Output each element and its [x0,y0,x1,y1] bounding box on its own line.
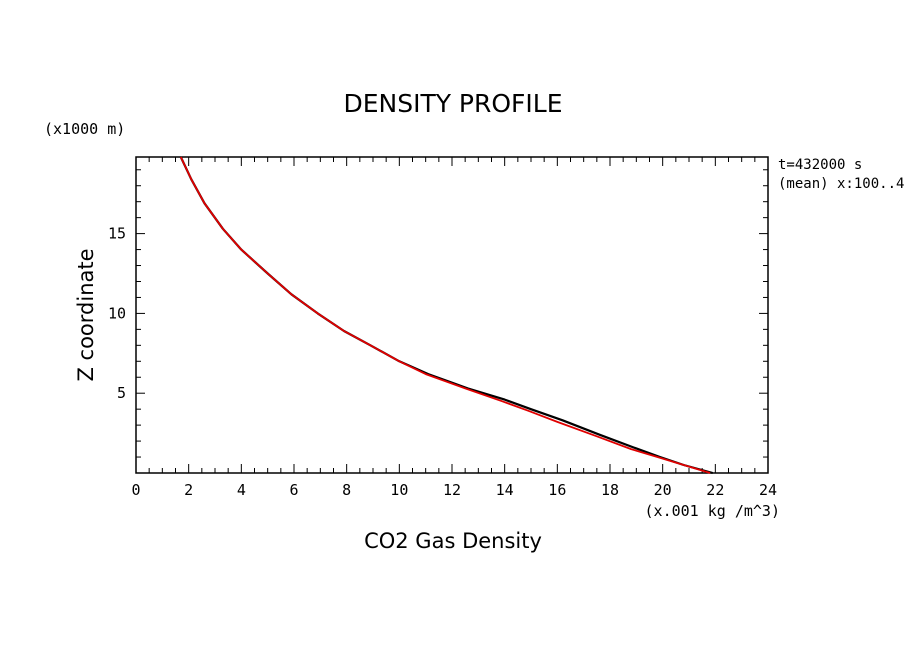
series-line-0 [179,156,713,475]
y-tick-labels: 5 10 15 [108,225,126,403]
x-tick-label: 24 [759,481,777,499]
x-tick-label: 14 [496,481,514,499]
x-tick-label: 2 [184,481,193,499]
y-tick-label: 5 [117,384,126,402]
x-tick-label: 6 [289,481,298,499]
series-line-1 [179,156,711,474]
x-tick-labels: 0 2 4 6 8 10 12 14 16 18 20 22 24 [131,481,777,499]
x-tick-label: 12 [443,481,461,499]
x-tick-label: 0 [131,481,140,499]
y-axis-label: Z coordinate [74,248,98,381]
axis-ticks [135,157,769,473]
time-annotation: t=432000 s [778,157,862,173]
x-tick-label: 10 [390,481,408,499]
y-tick-label: 10 [108,304,126,322]
x-tick-label: 16 [548,481,566,499]
x-axis-label: CO2 Gas Density [364,529,542,553]
series-layer [179,156,713,475]
x-tick-label: 4 [237,481,246,499]
chart-title: DENSITY PROFILE [343,89,562,118]
y-unit-label: (x1000 m) [44,120,125,138]
x-tick-label: 20 [654,481,672,499]
x-tick-label: 22 [706,481,724,499]
x-tick-label: 18 [601,481,619,499]
x-tick-label: 8 [342,481,351,499]
mean-annotation: (mean) x:100..4 [778,176,904,192]
x-unit-label: (x.001 kg /m^3) [645,502,780,520]
y-tick-label: 15 [108,225,126,243]
plot-frame [135,156,769,474]
